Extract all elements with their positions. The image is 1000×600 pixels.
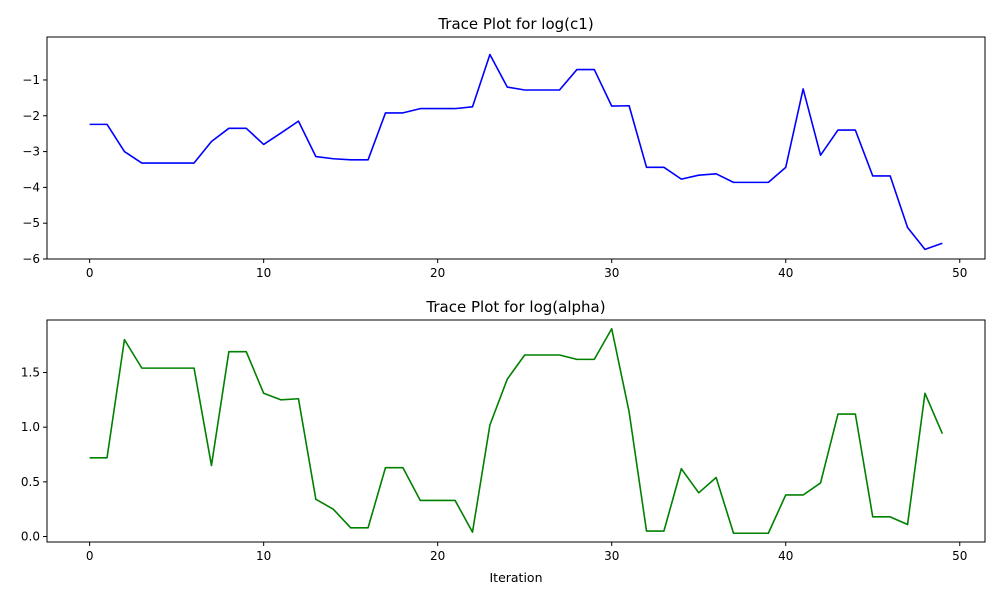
x-tick-label: 0: [86, 266, 94, 280]
trace-line: [89, 53, 943, 251]
y-tick-label: −4: [22, 180, 40, 194]
chart-title-alpha: Trace Plot for log(alpha): [425, 298, 605, 316]
chart-panel-alpha: Trace Plot for log(alpha) 0 10 20 30 40 50 0.…: [21, 298, 986, 585]
y-tick-label: −5: [22, 216, 40, 230]
x-tick-label: 30: [604, 549, 619, 563]
y-tick-label: −1: [22, 73, 40, 87]
x-axis-label-alpha: Iteration: [489, 570, 542, 585]
y-axis-alpha: 0.0 0.5 1.0 1.5: [21, 365, 47, 544]
x-tick-label: 10: [256, 266, 271, 280]
chart-panel-c1: Trace Plot for log(c1) 0 10 20 30 40 50 −6−5−…: [22, 15, 986, 280]
chart-title-c1: Trace Plot for log(c1): [437, 15, 593, 33]
plot-frame-c1: [46, 36, 986, 260]
series-group-alpha: [89, 327, 944, 535]
x-tick-label: 20: [430, 266, 445, 280]
y-axis-c1: −6 −5 −4 −3 −2 −1: [22, 73, 47, 266]
trace-line: [89, 327, 944, 535]
plot-frame-alpha: [46, 319, 986, 543]
x-tick-label: 20: [430, 549, 445, 563]
x-axis-c1: 0 10 20 30 40 50: [86, 259, 967, 280]
y-tick-label: −6: [22, 252, 40, 266]
y-tick-label: −2: [22, 109, 40, 123]
y-tick-label: 1.0: [21, 420, 40, 434]
x-tick-label: 40: [778, 549, 793, 563]
y-tick-label: 0.5: [21, 475, 40, 489]
x-tick-label: 50: [952, 266, 967, 280]
x-axis-alpha: 0 10 20 30 40 50: [86, 542, 967, 563]
y-tick-label: 0.0: [21, 530, 40, 544]
x-tick-label: 10: [256, 549, 271, 563]
x-tick-label: 40: [778, 266, 793, 280]
series-group-c1: [89, 53, 943, 251]
y-tick-label: −3: [22, 145, 40, 159]
x-tick-label: 50: [952, 549, 967, 563]
y-tick-label: 1.5: [21, 365, 40, 379]
x-tick-label: 30: [604, 266, 619, 280]
x-tick-label: 0: [86, 549, 94, 563]
